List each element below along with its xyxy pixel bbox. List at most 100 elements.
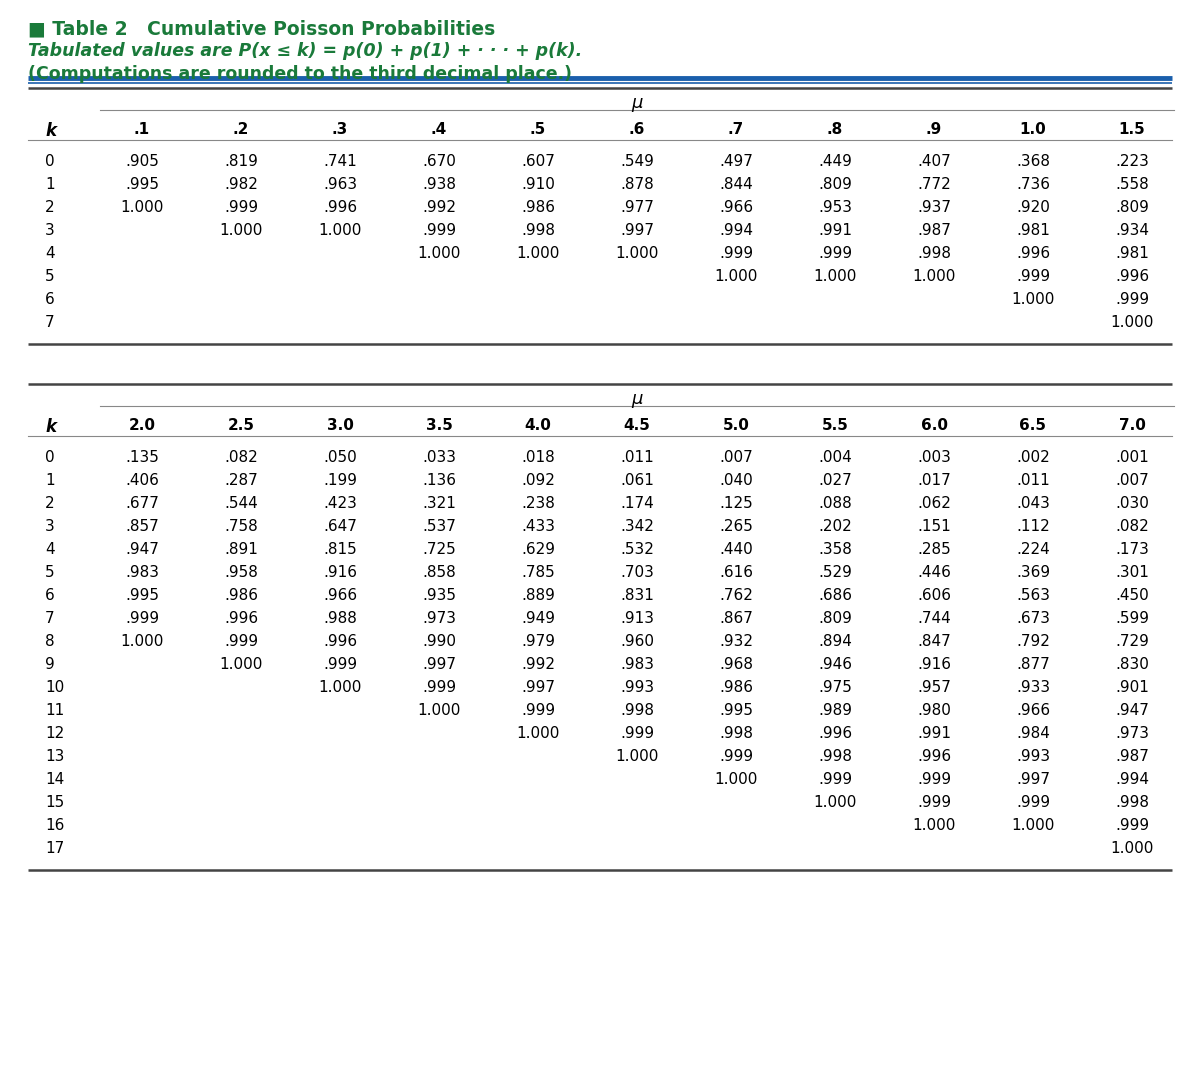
Text: .990: .990 bbox=[422, 634, 456, 649]
Text: .998: .998 bbox=[818, 749, 852, 764]
Text: .975: .975 bbox=[818, 680, 852, 695]
Text: .858: .858 bbox=[422, 565, 456, 580]
Text: .670: .670 bbox=[422, 154, 456, 169]
Text: 2: 2 bbox=[46, 496, 55, 511]
Text: 5.0: 5.0 bbox=[722, 418, 750, 433]
Text: .999: .999 bbox=[323, 657, 358, 672]
Text: .999: .999 bbox=[917, 795, 952, 810]
Text: 4.0: 4.0 bbox=[524, 418, 552, 433]
Text: .223: .223 bbox=[1115, 154, 1148, 169]
Text: .867: .867 bbox=[719, 611, 752, 625]
Text: k: k bbox=[46, 122, 56, 140]
Text: .999: .999 bbox=[719, 749, 754, 764]
Text: .647: .647 bbox=[323, 519, 356, 534]
Text: .406: .406 bbox=[125, 473, 158, 488]
Text: 2.0: 2.0 bbox=[128, 418, 156, 433]
Text: 5: 5 bbox=[46, 269, 55, 284]
Text: .809: .809 bbox=[818, 611, 852, 625]
Text: .238: .238 bbox=[521, 496, 554, 511]
Text: .901: .901 bbox=[1115, 680, 1148, 695]
Text: .027: .027 bbox=[818, 473, 852, 488]
Text: $\mu$: $\mu$ bbox=[630, 392, 643, 410]
Text: .301: .301 bbox=[1115, 565, 1148, 580]
Text: .686: .686 bbox=[818, 588, 852, 603]
Text: 17: 17 bbox=[46, 841, 65, 856]
Text: 4: 4 bbox=[46, 246, 55, 261]
Text: 1: 1 bbox=[46, 177, 55, 192]
Text: .877: .877 bbox=[1016, 657, 1050, 672]
Text: .996: .996 bbox=[323, 634, 358, 649]
Text: .040: .040 bbox=[719, 473, 752, 488]
Text: 1.000: 1.000 bbox=[120, 201, 163, 215]
Text: .407: .407 bbox=[917, 154, 950, 169]
Text: .995: .995 bbox=[125, 177, 158, 192]
Text: .043: .043 bbox=[1016, 496, 1050, 511]
Text: 1.000: 1.000 bbox=[1012, 292, 1055, 307]
Text: .082: .082 bbox=[224, 450, 258, 465]
Text: .999: .999 bbox=[620, 726, 654, 741]
Text: .677: .677 bbox=[125, 496, 158, 511]
Text: .998: .998 bbox=[917, 246, 952, 261]
Text: 0: 0 bbox=[46, 154, 55, 169]
Text: .999: .999 bbox=[1115, 818, 1150, 833]
Text: .949: .949 bbox=[521, 611, 554, 625]
Text: .6: .6 bbox=[629, 122, 646, 137]
Text: .999: .999 bbox=[125, 611, 160, 625]
Text: .997: .997 bbox=[1016, 772, 1050, 787]
Text: .537: .537 bbox=[422, 519, 456, 534]
Text: .440: .440 bbox=[719, 542, 752, 557]
Text: .889: .889 bbox=[521, 588, 554, 603]
Text: .920: .920 bbox=[1016, 201, 1050, 215]
Text: .981: .981 bbox=[1016, 223, 1050, 238]
Text: 5.5: 5.5 bbox=[822, 418, 848, 433]
Text: .937: .937 bbox=[917, 201, 952, 215]
Text: 6: 6 bbox=[46, 588, 55, 603]
Text: .963: .963 bbox=[323, 177, 358, 192]
Text: .5: .5 bbox=[530, 122, 546, 137]
Text: .815: .815 bbox=[323, 542, 356, 557]
Text: .993: .993 bbox=[620, 680, 654, 695]
Text: 1.0: 1.0 bbox=[1020, 122, 1046, 137]
Text: 1.000: 1.000 bbox=[1012, 818, 1055, 833]
Text: .758: .758 bbox=[224, 519, 258, 534]
Text: 3.5: 3.5 bbox=[426, 418, 452, 433]
Text: .847: .847 bbox=[917, 634, 950, 649]
Text: .997: .997 bbox=[620, 223, 654, 238]
Text: 16: 16 bbox=[46, 818, 65, 833]
Text: .446: .446 bbox=[917, 565, 950, 580]
Text: 1.000: 1.000 bbox=[220, 223, 263, 238]
Text: .030: .030 bbox=[1115, 496, 1148, 511]
Text: 7: 7 bbox=[46, 315, 55, 330]
Text: .151: .151 bbox=[917, 519, 950, 534]
Text: .136: .136 bbox=[422, 473, 456, 488]
Text: 2: 2 bbox=[46, 201, 55, 215]
Text: (Computations are rounded to the third decimal place.): (Computations are rounded to the third d… bbox=[28, 65, 572, 83]
Text: .007: .007 bbox=[719, 450, 752, 465]
Text: .989: .989 bbox=[818, 704, 852, 718]
Text: .987: .987 bbox=[917, 223, 950, 238]
Text: .549: .549 bbox=[620, 154, 654, 169]
Text: .998: .998 bbox=[521, 223, 554, 238]
Text: .999: .999 bbox=[1016, 269, 1050, 284]
Text: 1.000: 1.000 bbox=[1110, 315, 1153, 330]
Text: .947: .947 bbox=[1115, 704, 1148, 718]
Text: .088: .088 bbox=[818, 496, 852, 511]
Text: .174: .174 bbox=[620, 496, 654, 511]
Text: .741: .741 bbox=[323, 154, 356, 169]
Text: $\mu$: $\mu$ bbox=[630, 96, 643, 114]
Text: .946: .946 bbox=[818, 657, 852, 672]
Text: .999: .999 bbox=[917, 772, 952, 787]
Text: .9: .9 bbox=[926, 122, 942, 137]
Text: .202: .202 bbox=[818, 519, 852, 534]
Text: 3: 3 bbox=[46, 223, 55, 238]
Text: .003: .003 bbox=[917, 450, 950, 465]
Text: .1: .1 bbox=[134, 122, 150, 137]
Text: .050: .050 bbox=[323, 450, 356, 465]
Text: .772: .772 bbox=[917, 177, 950, 192]
Text: .629: .629 bbox=[521, 542, 554, 557]
Text: .092: .092 bbox=[521, 473, 554, 488]
Text: .285: .285 bbox=[917, 542, 950, 557]
Text: 10: 10 bbox=[46, 680, 65, 695]
Text: .265: .265 bbox=[719, 519, 752, 534]
Text: .599: .599 bbox=[1115, 611, 1150, 625]
